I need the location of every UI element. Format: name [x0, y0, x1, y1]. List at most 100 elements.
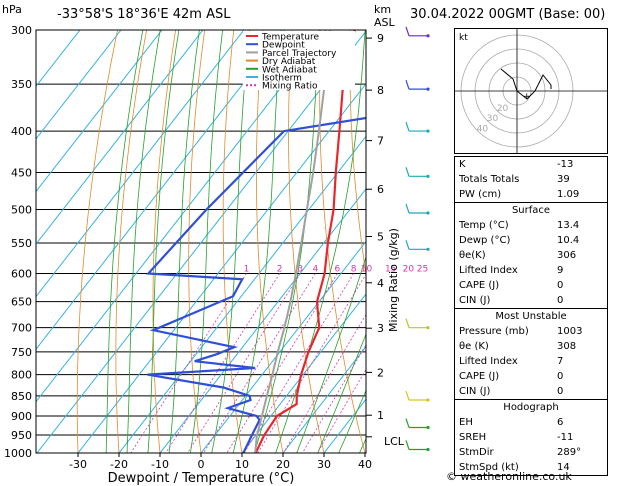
wind-barb-dot — [426, 398, 429, 401]
wind-barb-flag — [406, 419, 409, 428]
wind-barb-dot — [426, 248, 429, 251]
index-label: Totals Totals — [459, 172, 557, 187]
height-tick-label: 6 — [377, 183, 384, 196]
index-value: -13 — [557, 157, 603, 172]
indices-panel: K -13 Totals Totals 39 PW (cm) 1.09 Surface T… — [454, 156, 608, 476]
hodograph-stat-value: 6 — [557, 415, 603, 430]
surface-value: 13.4 — [557, 218, 603, 233]
most-unstable-label: CIN (J) — [459, 384, 557, 399]
most-unstable-label: Lifted Index — [459, 354, 557, 369]
height-tick-label: 5 — [377, 231, 384, 244]
hodograph-stat-row: EH 6 — [455, 415, 607, 430]
surface-row: Temp (°C) 13.4 — [455, 218, 607, 233]
surface-label: CIN (J) — [459, 293, 557, 308]
hodograph-unit-label: kt — [459, 33, 468, 43]
surface-label: Lifted Index — [459, 263, 557, 278]
pressure-tick-label: 550 — [11, 237, 32, 250]
mixing-ratio-tick-label: 20 — [403, 265, 415, 275]
most-unstable-row: Lifted Index 7 — [455, 354, 607, 369]
most-unstable-label: Pressure (mb) — [459, 324, 557, 339]
mixing-ratio-tick-label: 1 — [244, 265, 250, 275]
pressure-tick-label: 850 — [11, 390, 32, 403]
surface-row: CIN (J) 0 — [455, 293, 607, 308]
most-unstable-value: 0 — [557, 369, 603, 384]
legend-label: Mixing Ratio — [262, 82, 318, 92]
surface-value: 0 — [557, 293, 603, 308]
temperature-tick-label: -30 — [69, 458, 87, 471]
location-title: -33°58'S 18°36'E 42m ASL — [57, 7, 230, 22]
wind-barb-dot — [426, 88, 429, 91]
mixing-ratio-tick-label: 2 — [277, 265, 283, 275]
temperature-axis: -30 -20 -10 0 10 20 30 40 — [69, 453, 372, 471]
temperature-tick-label: 20 — [276, 458, 290, 471]
pressure-tick-label: 650 — [11, 296, 32, 309]
wet-adiabat-line — [126, 6, 165, 470]
most-unstable-row: CIN (J) 0 — [455, 384, 607, 399]
wind-barb-flag — [406, 80, 409, 89]
most-unstable-value: 308 — [557, 339, 603, 354]
height-tick-label: 8 — [377, 84, 384, 97]
pressure-tick-label: 350 — [11, 78, 32, 91]
dewpoint-line — [147, 30, 465, 454]
hodograph-stat-value: -11 — [557, 430, 603, 445]
surface-value: 9 — [557, 263, 603, 278]
wind-barb-dot — [426, 34, 429, 37]
height-tick-label: 3 — [377, 322, 384, 335]
surface-row: Dewp (°C) 10.4 — [455, 233, 607, 248]
height-tick-label: 7 — [377, 135, 384, 148]
hodograph-ring-label: 20 — [497, 104, 509, 114]
surface-value: 10.4 — [557, 233, 603, 248]
surface-label: Temp (°C) — [459, 218, 557, 233]
wind-barb-dot — [426, 448, 429, 451]
most-unstable-value: 1003 — [557, 324, 603, 339]
pressure-tick-label: 300 — [11, 24, 32, 37]
mixing-ratio-tick-label: 6 — [335, 265, 341, 275]
mixing-ratio-tick-label: 25 — [417, 265, 428, 275]
x-axis-label: Dewpoint / Temperature (°C) — [108, 471, 295, 486]
surface-row: Lifted Index 9 — [455, 263, 607, 278]
most-unstable-row: θe (K) 308 — [455, 339, 607, 354]
temperature-tick-label: 0 — [198, 458, 205, 471]
pressure-axis: 3003504004505005506006507007508008509009… — [4, 24, 32, 460]
pressure-tick-label: 450 — [11, 166, 32, 179]
hodograph-stat-label: SREH — [459, 430, 557, 445]
pressure-tick-label: 700 — [11, 322, 32, 335]
most-unstable-label: θe (K) — [459, 339, 557, 354]
wind-barbs — [406, 27, 430, 451]
index-value: 1.09 — [557, 187, 603, 202]
surface-label: Dewp (°C) — [459, 233, 557, 248]
temperature-line — [255, 30, 355, 454]
legend: TemperatureDewpointParcel TrajectoryDry … — [243, 31, 355, 92]
wind-barb-flag — [406, 122, 409, 131]
height-tick-label: 9 — [377, 32, 384, 45]
wind-barb-dot — [426, 129, 429, 132]
wind-barb-dot — [426, 426, 429, 429]
dry-adiabat-line — [77, 6, 122, 470]
index-row: PW (cm) 1.09 — [455, 187, 607, 202]
pressure-tick-label: 750 — [11, 346, 32, 359]
wind-barb-flag — [406, 440, 409, 449]
mixing-ratio-tick-label: 10 — [361, 265, 373, 275]
hodograph-ring-label: 40 — [477, 124, 489, 134]
mixing-ratio-axis-label: Mixing Ratio (g/kg) — [387, 228, 400, 332]
mixing-ratio-line — [193, 274, 315, 471]
wind-barb-dot — [426, 211, 429, 214]
hodograph-stat-label: StmDir — [459, 445, 557, 460]
most-unstable-value: 7 — [557, 354, 603, 369]
hodograph-stat-row: StmDir 289° — [455, 445, 607, 460]
hodograph-stat-row: SREH -11 — [455, 430, 607, 445]
asl-label: ASL — [374, 16, 396, 29]
most-unstable-title: Most Unstable — [455, 309, 607, 324]
pressure-tick-label: 800 — [11, 369, 32, 382]
hodograph-stat-label: EH — [459, 415, 557, 430]
most-unstable-row: Pressure (mb) 1003 — [455, 324, 607, 339]
dry-adiabat-line — [116, 6, 151, 470]
index-row: Totals Totals 39 — [455, 172, 607, 187]
index-value: 39 — [557, 172, 603, 187]
temperature-tick-label: 30 — [317, 458, 331, 471]
temperature-tick-label: 40 — [358, 458, 372, 471]
dry-adiabat-line — [607, 6, 629, 470]
hodograph-stat-value: 289° — [557, 445, 603, 460]
index-label: PW (cm) — [459, 187, 557, 202]
